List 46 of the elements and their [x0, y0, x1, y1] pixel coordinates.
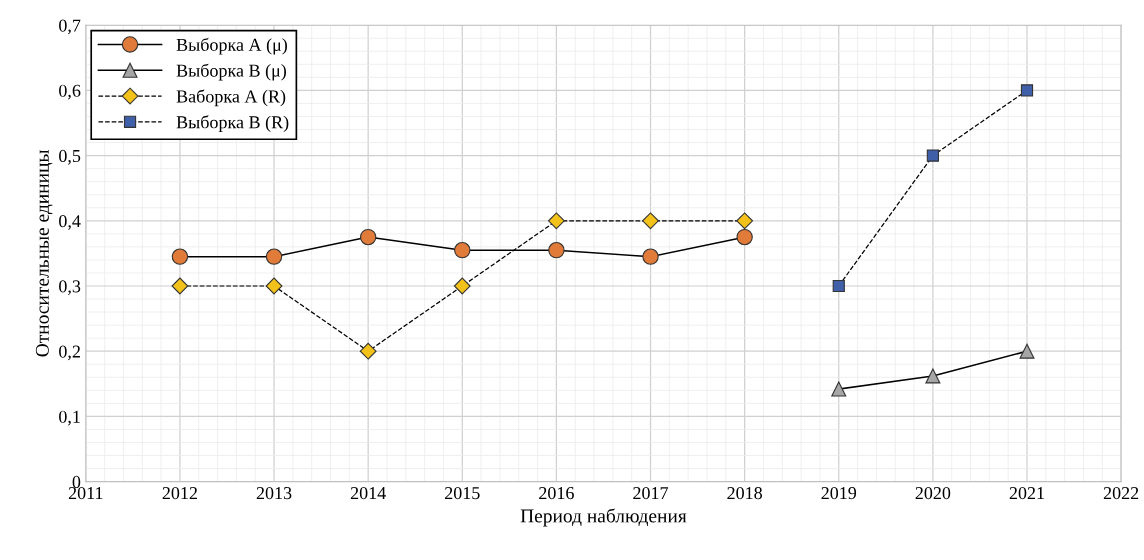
y-tick-label: 0,5	[59, 149, 81, 165]
point	[265, 277, 283, 295]
x-tick-label: 2020	[915, 486, 951, 500]
x-tick-label: 2022	[1103, 486, 1139, 500]
legend-label: Выборка В (R)	[176, 115, 289, 133]
y-tick-label: 0,1	[59, 410, 80, 426]
point	[547, 212, 565, 230]
x-tick-label: 2015	[445, 486, 480, 500]
y-tick-label: 0,4	[59, 215, 81, 230]
point	[832, 279, 845, 293]
x-axis-title: Период наблюдения	[520, 508, 687, 527]
point	[1020, 84, 1034, 97]
y-tick-label: 0,3	[59, 280, 81, 296]
point	[736, 212, 754, 230]
point	[925, 368, 941, 384]
point	[454, 241, 471, 259]
point	[1019, 343, 1035, 359]
x-tick-label: 2017	[633, 486, 669, 500]
point	[171, 248, 189, 265]
x-tick-label: 2013	[256, 486, 292, 500]
y-tick-label: 0,2	[59, 345, 80, 361]
point	[548, 241, 565, 259]
legend-label: Выборка В (μ)	[176, 63, 286, 81]
point	[453, 277, 471, 295]
point	[642, 248, 659, 265]
y-tick-label: 0,7	[59, 19, 81, 35]
point	[265, 248, 283, 265]
legend-label: Ваборка А (R)	[176, 89, 286, 107]
y-tick-label: 0,6	[59, 84, 81, 100]
point	[171, 277, 189, 295]
x-tick-label: 2021	[1009, 486, 1044, 500]
point	[359, 342, 377, 360]
y-tick-label: 0	[72, 475, 81, 489]
point	[926, 149, 939, 162]
x-tick-label: 2018	[727, 486, 763, 500]
x-tick-label: 2014	[350, 486, 386, 500]
x-tick-label: 2012	[162, 486, 197, 500]
point	[831, 381, 847, 397]
x-tick-label: 2016	[539, 486, 574, 500]
x-tick-label: 2011	[68, 486, 103, 500]
x-tick-label: 2019	[821, 486, 857, 500]
point	[642, 212, 659, 230]
point	[359, 228, 377, 246]
y-axis-title: Относительные единицы	[35, 149, 53, 357]
legend-label: Выборка А (μ)	[176, 37, 287, 55]
point	[736, 228, 753, 246]
